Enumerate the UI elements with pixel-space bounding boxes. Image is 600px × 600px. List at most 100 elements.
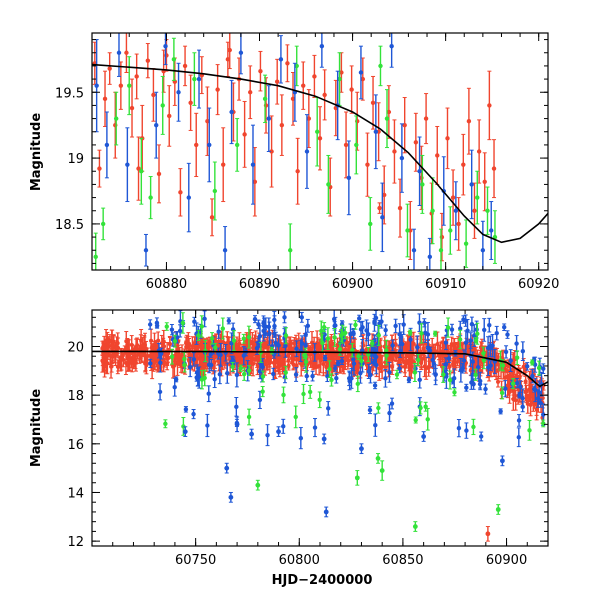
top-red-data-point-12 xyxy=(156,171,162,177)
top-red-data-point-5 xyxy=(118,83,124,88)
bottom-red-data-point-138 xyxy=(523,379,528,384)
bottom-red-data-point-890 xyxy=(534,407,539,412)
top-green-data-point-100 xyxy=(384,116,390,121)
bottom-red-data-point-889 xyxy=(404,360,409,365)
top-red-data-point-11 xyxy=(151,92,156,98)
top-green-data-point-82 xyxy=(113,116,119,121)
top-green-data-point-102 xyxy=(420,182,425,187)
bottom-red-data-point-829 xyxy=(364,347,369,352)
bottom-blue-data-point-1013 xyxy=(458,326,463,331)
top-green-data-point-95 xyxy=(326,182,331,187)
bottom-blue-data-point-1011 xyxy=(299,315,305,320)
bottom-red-data-point-818 xyxy=(280,359,285,364)
bottom-blue-data-point-1004 xyxy=(304,373,309,379)
top-blue-data-point-111 xyxy=(104,142,110,148)
bottom-blue-data-point-1053 xyxy=(469,321,475,327)
bottom-red-data-point-748 xyxy=(447,364,452,369)
bottom-blue-data-point-900 xyxy=(205,423,210,428)
bottom-blue-data-point-935 xyxy=(283,343,288,349)
bottom-blue-data-point-955 xyxy=(366,369,371,374)
top-red-data-point-10 xyxy=(145,58,151,63)
top-green-data-point-101 xyxy=(405,228,410,233)
bottom-red-data-point-717 xyxy=(406,342,411,347)
top-red-data-point-72 xyxy=(476,149,482,154)
bottom-blue-data-point-1043 xyxy=(483,386,488,392)
top-red-data-point-54 xyxy=(382,192,387,198)
bottom-blue-data-point-990 xyxy=(191,357,197,362)
bottom-blue-data-point-924 xyxy=(334,375,339,381)
top-x-tick-label: 60900 xyxy=(332,277,373,292)
top-green-data-point-108 xyxy=(485,208,490,213)
top-green-data-point-109 xyxy=(492,234,498,240)
bottom-red-data-point-896 xyxy=(249,352,254,357)
top-red-data-point-57 xyxy=(397,205,403,211)
bottom-blue-data-point-995 xyxy=(520,396,525,401)
top-red-data-point-74 xyxy=(487,103,492,108)
bottom-blue-data-point-944 xyxy=(364,328,369,333)
bottom-blue-data-point-963 xyxy=(212,376,217,382)
top-red-data-point-28 xyxy=(242,132,247,137)
bottom-red-data-point-664 xyxy=(321,361,326,366)
bottom-red-data-point-810 xyxy=(133,359,138,364)
bottom-blue-data-point-994 xyxy=(191,411,196,417)
top-red-data-point-75 xyxy=(491,166,497,171)
top-red-data-point-37 xyxy=(290,96,296,102)
bottom-blue-data-point-958 xyxy=(494,330,499,336)
top-blue-data-point-141 xyxy=(453,208,459,213)
top-red-data-point-40 xyxy=(306,116,312,121)
bottom-red-data-point-651 xyxy=(271,360,276,365)
top-blue-data-point-120 xyxy=(207,142,212,148)
top-green-data-point-106 xyxy=(463,241,469,246)
top-panel-axes: 60880 60890 60900 60910 60920 18.5 19 19.5 xyxy=(55,33,559,292)
bottom-red-data-point-655 xyxy=(162,360,167,365)
bottom-blue-data-point-1031 xyxy=(502,325,507,330)
bottom-red-data-point-777 xyxy=(377,366,382,371)
bottom-red-data-point-592 xyxy=(276,365,281,370)
top-green-data-point-90 xyxy=(234,142,240,148)
bottom-red-data-point-751 xyxy=(114,341,119,346)
top-blue-data-point-142 xyxy=(469,182,474,187)
top-red-data-point-77 xyxy=(136,166,141,171)
top-model-curve xyxy=(92,63,548,244)
bottom-red-data-point-803 xyxy=(265,340,270,345)
bottom-red-data-point-801 xyxy=(290,356,295,361)
bottom-blue-data-point-907 xyxy=(293,372,299,377)
top-blue-data-point-138 xyxy=(417,169,422,174)
bottom-blue-data-point-902 xyxy=(461,358,467,363)
top-blue-data-point-137 xyxy=(411,248,417,253)
bottom-blue-data-point-943 xyxy=(452,376,457,381)
bottom-red-data-point-865 xyxy=(264,359,269,364)
top-blue-data-point-134 xyxy=(380,215,385,220)
top-blue-data-point-135 xyxy=(389,43,394,49)
top-green-data-point-97 xyxy=(354,142,359,148)
bottom-blue-data-point-1034 xyxy=(383,327,388,333)
top-blue-data-point-122 xyxy=(229,109,234,115)
top-red-data-point-76 xyxy=(377,205,382,211)
bottom-blue-data-point-981 xyxy=(332,316,337,322)
top-red-data-point-14 xyxy=(167,113,172,119)
bottom-blue-data-point-952 xyxy=(271,371,276,377)
bottom-red-data-point-56 xyxy=(149,338,154,343)
top-blue-data-point-128 xyxy=(304,149,310,154)
top-red-data-point-34 xyxy=(274,79,280,84)
top-red-data-point-43 xyxy=(322,92,327,98)
top-red-data-point-42 xyxy=(317,136,323,141)
bottom-blue-data-point-1035 xyxy=(372,383,378,388)
bottom-blue-data-point-1066 xyxy=(159,351,164,356)
top-panel-light-curve-zoom: 60880 60890 60900 60910 60920 18.5 19 19.5 Magn… xyxy=(29,32,559,292)
bottom-blue-data-point-918 xyxy=(475,364,481,370)
bottom-red-data-point-581 xyxy=(527,387,532,392)
bottom-red-data-point-885 xyxy=(225,341,230,346)
bottom-red-data-point-852 xyxy=(345,340,350,345)
top-blue-data-point-143 xyxy=(480,248,486,253)
bottom-blue-data-point-1065 xyxy=(234,372,240,378)
bottom-blue-data-point-1010 xyxy=(281,424,286,429)
bottom-blue-data-point-930 xyxy=(367,407,373,413)
bottom-red-data-point-894 xyxy=(496,379,501,384)
top-panel-data xyxy=(92,33,498,270)
top-red-data-point-71 xyxy=(472,208,477,213)
top-red-data-point-31 xyxy=(258,68,263,74)
bottom-blue-data-point-1068 xyxy=(366,332,371,337)
top-red-data-point-1 xyxy=(97,166,102,171)
